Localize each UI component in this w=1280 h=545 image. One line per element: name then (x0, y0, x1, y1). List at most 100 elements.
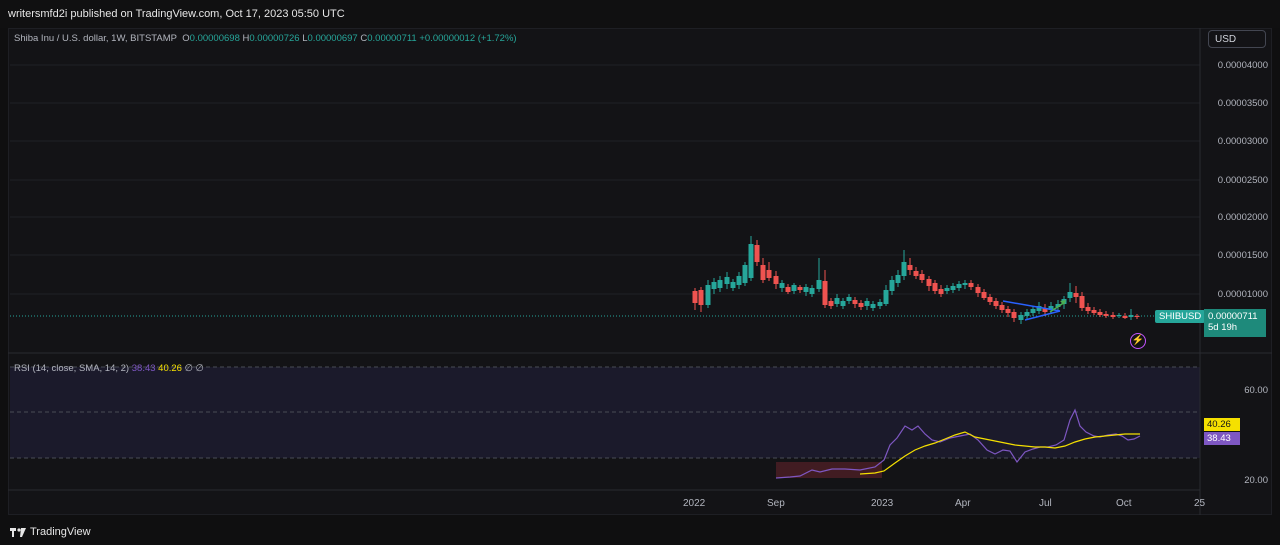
rsi-extra-2: ∅ (195, 363, 204, 374)
candle-body (717, 280, 723, 288)
candle-body (901, 262, 907, 276)
candle-body (895, 275, 901, 283)
candle-body (1024, 312, 1030, 316)
candle-body (803, 287, 809, 292)
candle-body (870, 304, 876, 308)
candle-body (1073, 293, 1079, 297)
candle-body (1085, 307, 1091, 311)
candle-body (797, 287, 803, 290)
low-value: 0.00000697 (307, 33, 358, 44)
candle-body (1036, 306, 1042, 311)
rsi-badge: 38.43 (1204, 432, 1240, 445)
candle-body (1042, 308, 1048, 312)
candle-body (1110, 315, 1116, 317)
candle-body (932, 283, 938, 291)
bar-countdown: 5d 19h (1208, 322, 1238, 333)
time-tick: 25 (1194, 498, 1206, 509)
candle-body (987, 297, 993, 302)
candle-body (1079, 296, 1085, 308)
candle-body (748, 244, 754, 278)
candle-body (1067, 292, 1073, 298)
high-key: H (242, 33, 250, 44)
candle-body (736, 276, 742, 285)
symbol-text: Shiba Inu / U.S. dollar, 1W, BITSTAMP (14, 33, 177, 44)
price-tick: 0.00003000 (1217, 136, 1268, 147)
time-tick: Oct (1116, 498, 1132, 509)
candle-body (1103, 314, 1109, 316)
published-info: writersmfd2i published on TradingView.co… (8, 8, 345, 20)
candle-body (846, 297, 852, 301)
candle-body (981, 292, 987, 298)
candle-body (919, 274, 925, 280)
time-tick: 2022 (683, 498, 706, 509)
candle-body (993, 301, 999, 306)
candle-body (1122, 316, 1128, 318)
symbol-legend: Shiba Inu / U.S. dollar, 1W, BITSTAMP O 0… (14, 33, 517, 44)
candle-body (766, 270, 772, 278)
candle-body (692, 291, 698, 303)
candle-body (1091, 310, 1097, 313)
tradingview-brand: TradingView (30, 526, 91, 538)
candle-body (1116, 315, 1122, 316)
rsi-legend-label: RSI (14, close, SMA, 14, 2) (14, 363, 130, 374)
candle-body (816, 280, 822, 289)
time-tick: 2023 (871, 498, 894, 509)
candle-body (999, 305, 1005, 310)
candle-body (773, 276, 779, 284)
candle-body (1097, 312, 1103, 315)
price-tick: 0.00002000 (1217, 212, 1268, 223)
candle-body (950, 286, 956, 290)
candle-body (730, 282, 736, 288)
last-price-value: 0.00000711 (1208, 311, 1258, 322)
rsi-extra-1: ∅ (184, 363, 193, 374)
low-key: L (302, 33, 308, 44)
candle-body (938, 289, 944, 294)
time-tick: Sep (767, 498, 785, 509)
candle-body (760, 265, 766, 280)
rsi-line (775, 408, 1141, 479)
candle-body (968, 283, 974, 287)
candle-body (962, 283, 968, 285)
price-tick: 0.00004000 (1217, 60, 1268, 71)
candle-body (1011, 312, 1017, 318)
candle-body (779, 283, 785, 288)
time-tick: Jul (1039, 498, 1052, 509)
candle-body (1030, 309, 1036, 313)
candle-body (785, 287, 791, 292)
change-value: +0.00000012 (+1.72%) (419, 33, 517, 44)
candle-body (809, 288, 815, 294)
candle-body (822, 281, 828, 305)
candle-body (926, 279, 932, 286)
close-value: 0.00000711 (367, 33, 417, 44)
candle-body (889, 280, 895, 291)
candle-body (791, 285, 797, 291)
candle-body (754, 245, 760, 262)
candle-body (711, 282, 717, 289)
close-key: C (360, 33, 368, 44)
candle-body (975, 287, 981, 293)
currency-button[interactable]: USD (1208, 30, 1266, 48)
rsi-sma-value: 40.26 (158, 363, 182, 374)
open-key: O (182, 33, 190, 44)
price-tick: 0.00001500 (1217, 250, 1268, 261)
tradingview-icon (10, 527, 26, 537)
candle-body (944, 288, 950, 291)
tradingview-logo[interactable]: TradingView (10, 526, 91, 538)
rsi-sma-badge: 40.26 (1204, 418, 1240, 431)
candle-body (913, 271, 919, 276)
rsi-value: 38.43 (131, 363, 156, 374)
time-tick: Apr (955, 498, 971, 509)
high-value: 0.00000726 (249, 33, 300, 44)
candle-body (840, 301, 846, 306)
candle-body (698, 290, 704, 305)
price-tick: 0.00001000 (1217, 289, 1268, 300)
candle-body (828, 301, 834, 306)
rsi-sma-line (859, 431, 1140, 475)
candle-body (956, 284, 962, 288)
bottom-bar (0, 518, 1280, 545)
lightning-icon[interactable]: ⚡ (1130, 333, 1146, 349)
candle-body (742, 265, 748, 283)
candle-body (1048, 306, 1054, 310)
candle-body (1018, 315, 1024, 320)
